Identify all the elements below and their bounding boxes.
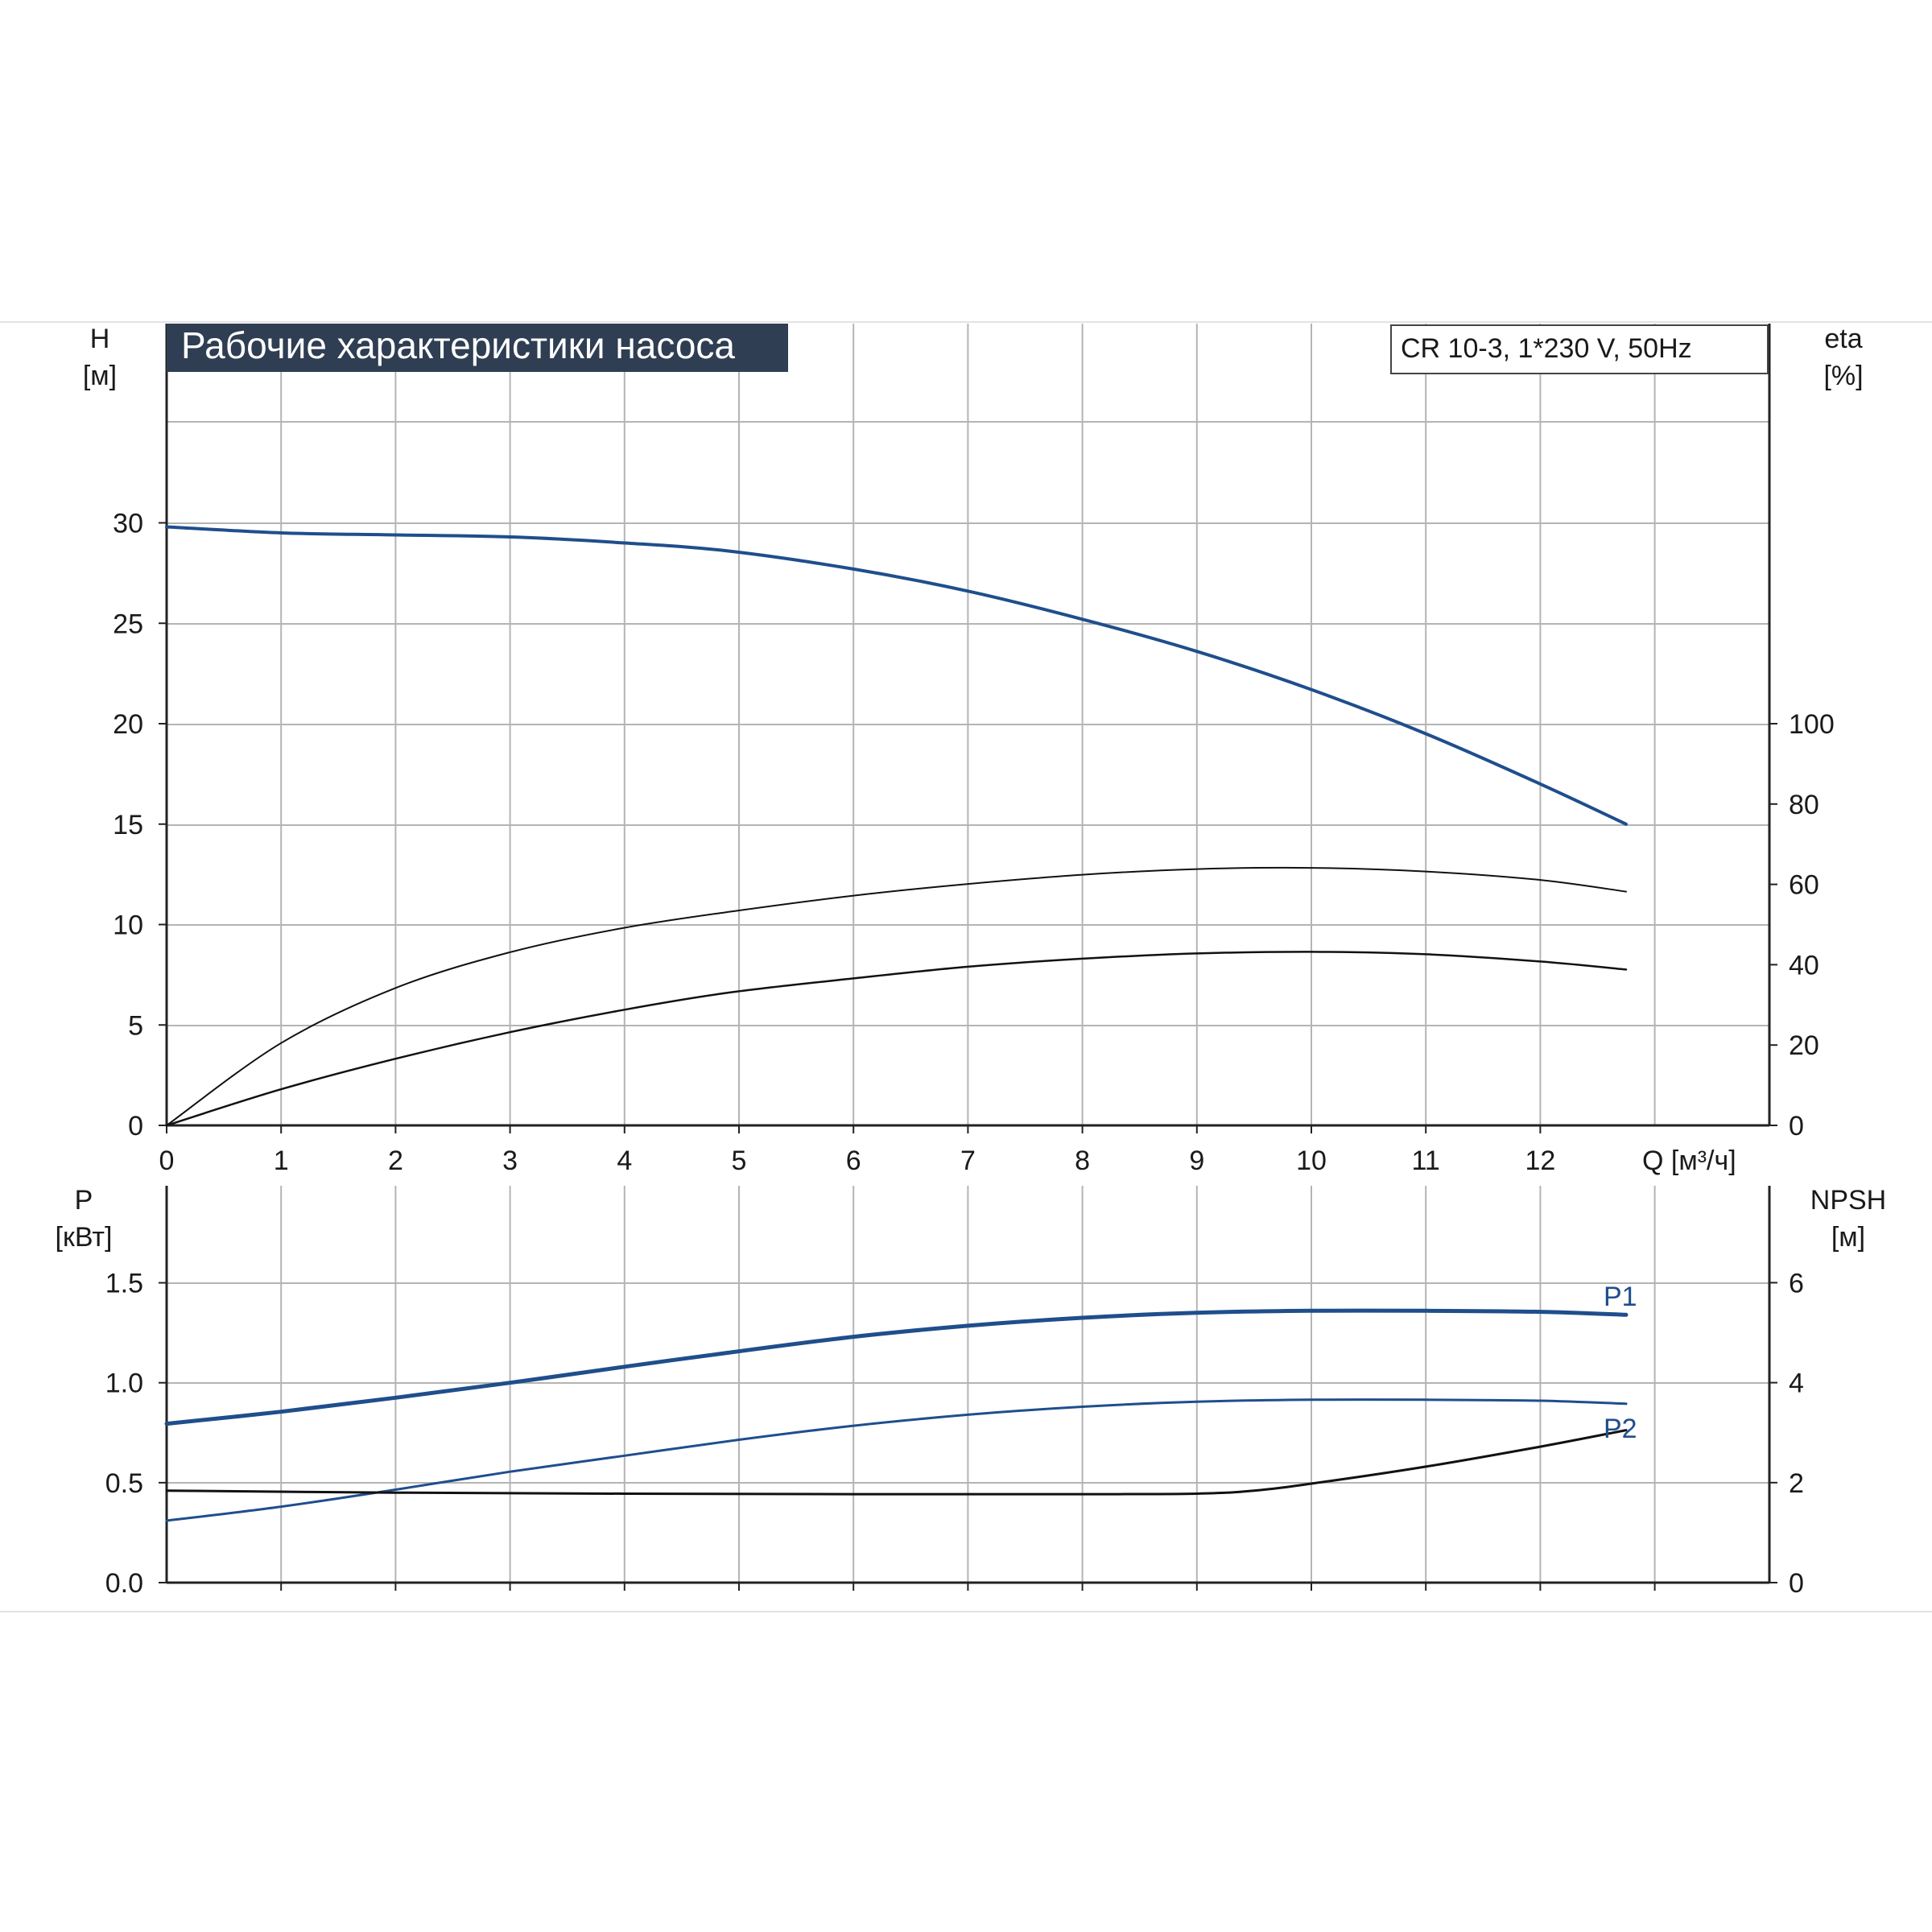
y-left-axis-name: H	[90, 324, 110, 354]
series-efficiency-curve	[166, 866, 1627, 1126]
y-left-axis-unit: [кВт]	[56, 1222, 113, 1253]
y-left-tick-label: 1.5	[105, 1269, 143, 1299]
series-npsh-curve	[165, 1429, 1628, 1496]
chart-title: Рабочие характеристики насоса	[181, 324, 735, 366]
y-right-tick-label: 6	[1789, 1268, 1804, 1298]
series-p2-curve	[165, 1398, 1628, 1522]
y-right-tick-label: 40	[1789, 950, 1819, 980]
y-left-tick-label: 0.5	[105, 1468, 143, 1499]
x-tick-label: 6	[846, 1146, 861, 1176]
x-tick-label: 2	[388, 1146, 403, 1176]
y-left-tick-label: 0.0	[105, 1568, 143, 1599]
y-left-tick-label: 5	[128, 1010, 143, 1041]
title-banner	[167, 324, 788, 372]
y-left-tick-label: 15	[113, 810, 143, 840]
y-right-tick-label: 4	[1789, 1368, 1804, 1399]
grid-layer	[167, 324, 1769, 1583]
series-head-curve	[165, 525, 1628, 826]
x-tick-label: 4	[617, 1146, 632, 1176]
model-label: CR 10-3, 1*230 V, 50Hz	[1401, 333, 1692, 364]
y-right-tick-label: 0	[1789, 1111, 1804, 1141]
frame-layer	[0, 321, 1932, 1612]
x-tick-label: 12	[1525, 1146, 1555, 1176]
y-right-axis-unit: [м]	[1831, 1222, 1865, 1253]
y-left-axis-unit: [м]	[83, 361, 117, 391]
x-tick-label: 7	[960, 1146, 976, 1176]
series-layer	[164, 525, 1629, 1522]
x-tick-label: 10	[1296, 1146, 1327, 1176]
x-tick-label: 11	[1412, 1146, 1440, 1176]
x-tick-label: 0	[159, 1146, 175, 1176]
series-p1-curve	[164, 1308, 1629, 1426]
y-right-tick-label: 20	[1789, 1030, 1819, 1061]
x-tick-label: 9	[1189, 1146, 1204, 1176]
x-tick-label: 8	[1075, 1146, 1090, 1176]
y-left-tick-label: 10	[113, 910, 143, 941]
x-tick-label: 5	[732, 1146, 747, 1176]
y-left-tick-label: 30	[113, 509, 143, 539]
label-layer: 0 1 2 3 4 5 6 7 8 9 10 11 12 Q [м³/ч]0510152025300204…	[56, 324, 1886, 1599]
y-right-axis-unit: [%]	[1823, 361, 1863, 391]
y-left-tick-label: 20	[113, 709, 143, 740]
x-tick-label: 1	[274, 1146, 289, 1176]
series-label-p1: P1	[1604, 1282, 1637, 1312]
series-label-p2: P2	[1604, 1414, 1637, 1444]
y-left-tick-label: 25	[113, 609, 143, 639]
y-right-tick-label: 0	[1789, 1568, 1804, 1599]
y-right-tick-label: 80	[1789, 790, 1819, 820]
x-tick-label: 3	[502, 1146, 518, 1176]
y-left-tick-label: 1.0	[105, 1368, 143, 1399]
model-label-box	[1390, 324, 1769, 374]
y-right-tick-label: 2	[1789, 1468, 1804, 1499]
x-axis-label: Q [м³/ч]	[1642, 1146, 1736, 1176]
y-left-tick-label: 0	[128, 1111, 143, 1141]
y-right-tick-label: 100	[1789, 709, 1835, 740]
series-efficiency-curve-2	[165, 951, 1628, 1127]
y-left-axis-name: P	[75, 1185, 93, 1216]
y-right-tick-label: 60	[1789, 870, 1819, 901]
y-right-axis-name: NPSH	[1810, 1185, 1886, 1216]
y-right-axis-name: eta	[1824, 324, 1862, 354]
